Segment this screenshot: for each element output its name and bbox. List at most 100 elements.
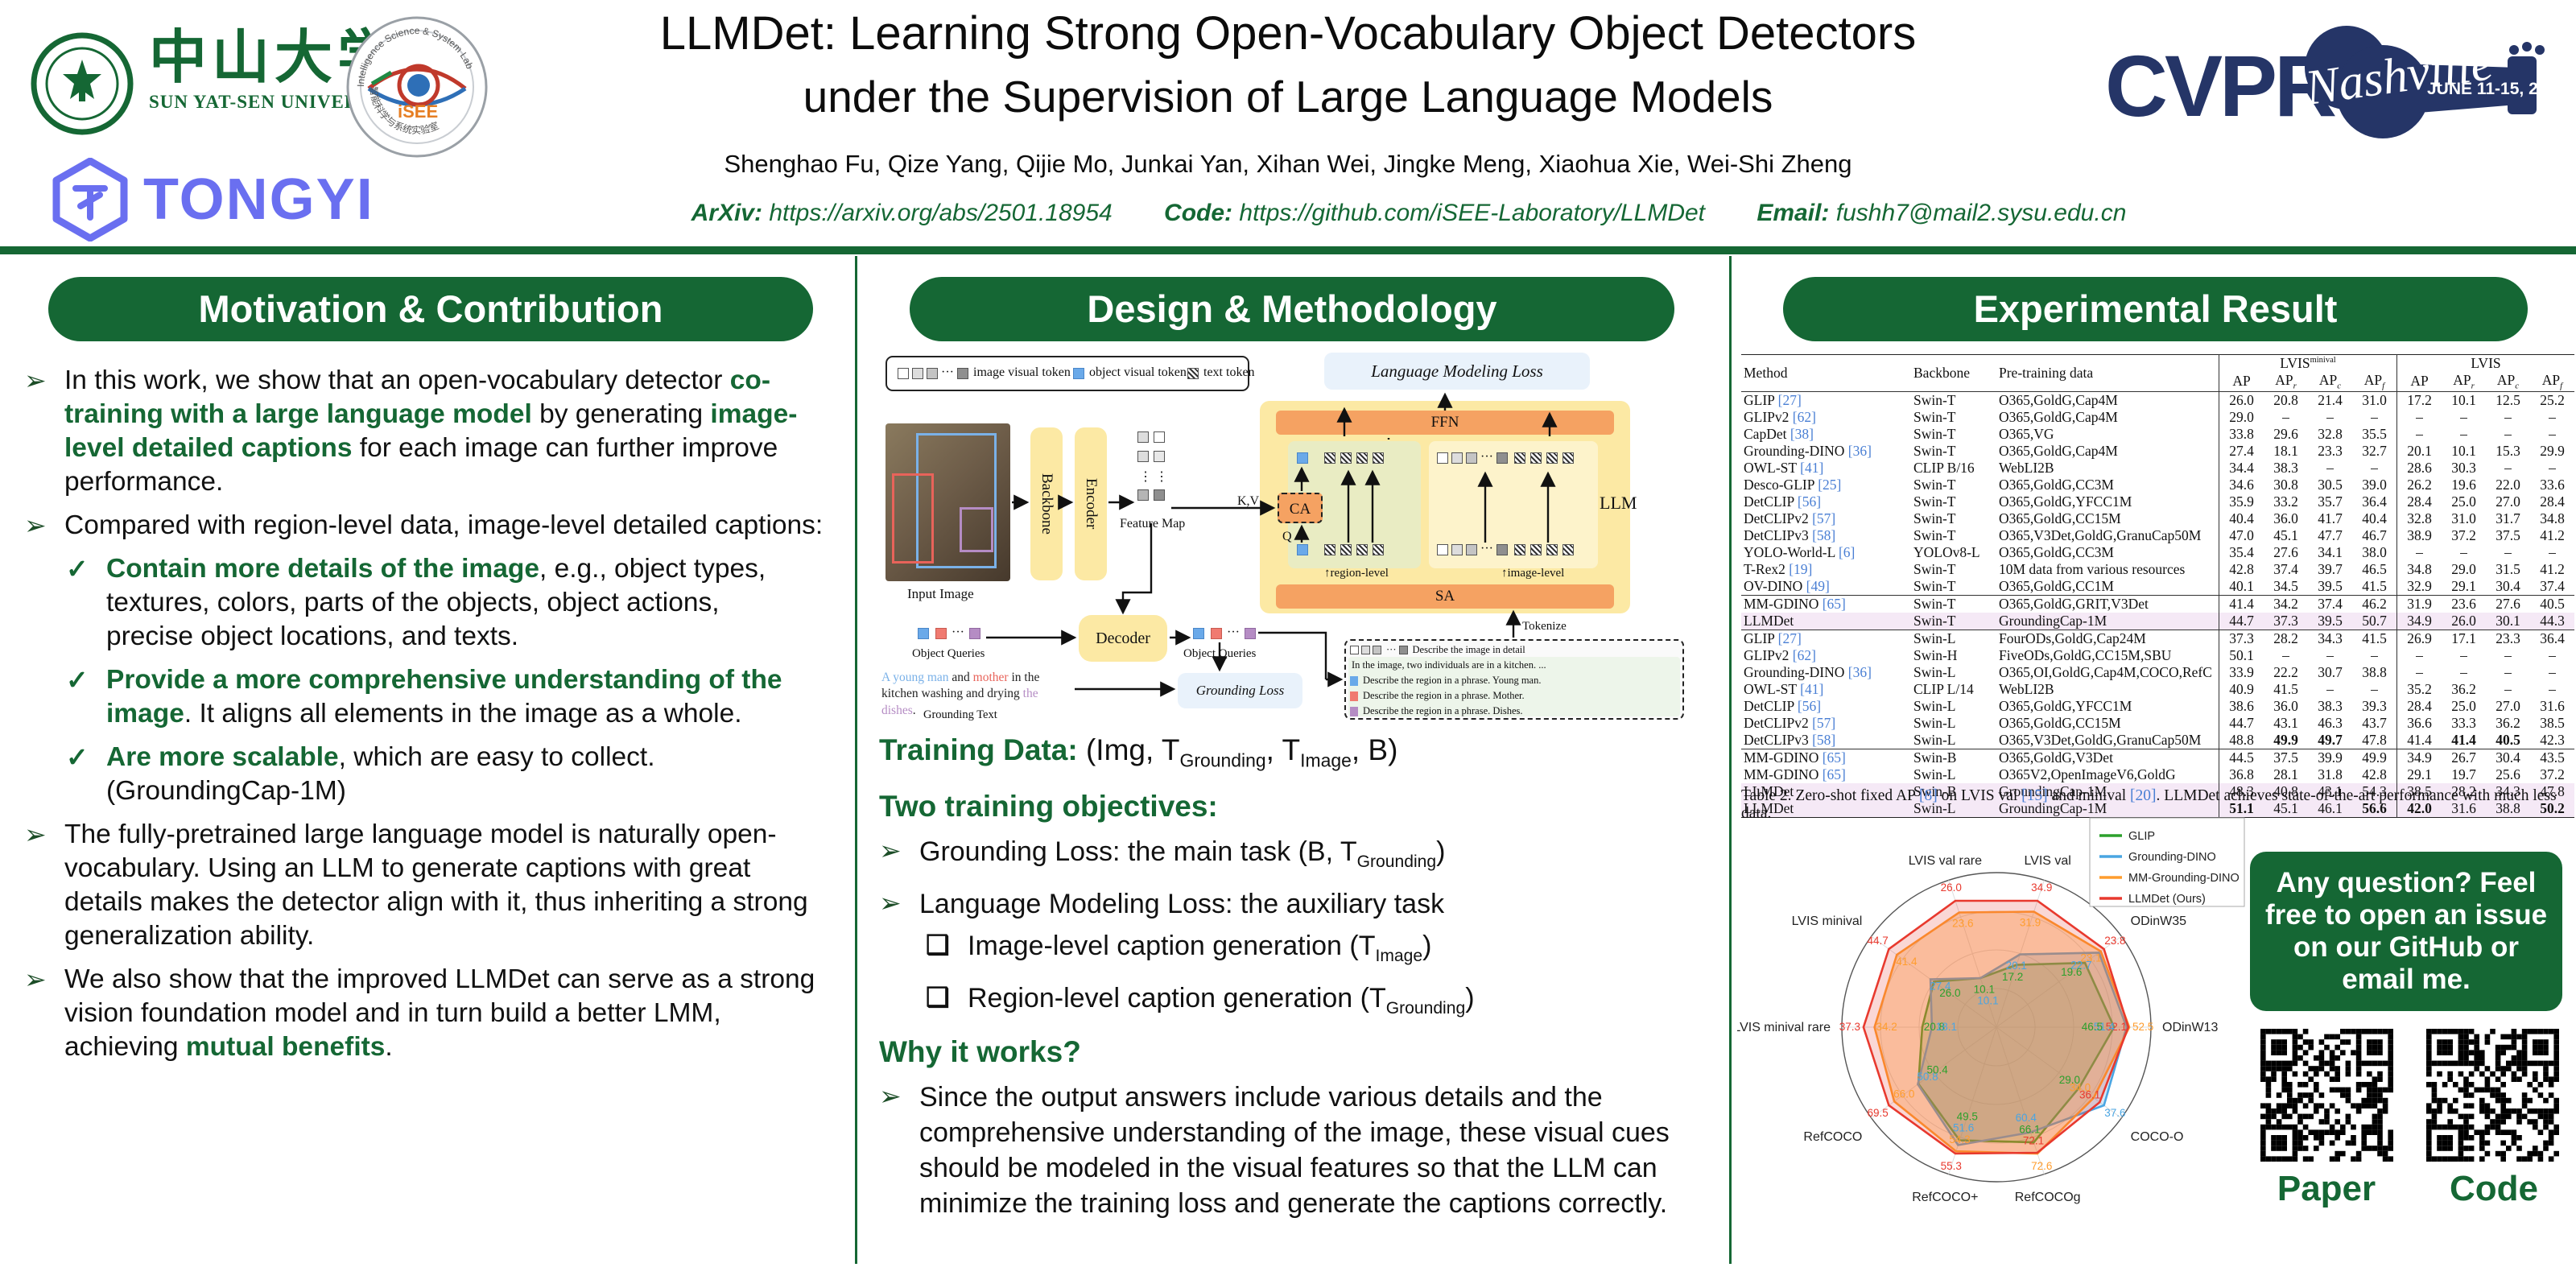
- qr-code-code[interactable]: [2426, 1029, 2559, 1166]
- method-list-item: ➢ Language Modeling Loss: the auxiliary t…: [879, 886, 1716, 922]
- check-bullet-icon: ✓: [66, 742, 89, 772]
- check-bullet-icon: ✓: [66, 554, 89, 584]
- links-line: ArXiv: https://arxiv.org/abs/2501.18954 …: [451, 200, 2367, 227]
- radar-value-label: 23.6: [1952, 918, 1973, 930]
- object-queries-right-label: Object Queries: [1183, 647, 1257, 660]
- radar-axis-label: ODinW13: [2162, 1021, 2218, 1034]
- table-subheader-row: AP APr APc APf AP APr APc APf: [1741, 372, 2574, 392]
- prompt-row: Describe the region in a phrase. Mother.: [1350, 688, 1680, 704]
- method-list-item: ➢ Grounding Loss: the main task (B, TGrou…: [879, 834, 1716, 880]
- language-modeling-loss-box: Language Modeling Loss: [1324, 353, 1590, 390]
- list-item: ✓ Provide a more comprehensive understand…: [24, 663, 837, 731]
- arrow-bullet-icon: ➢: [879, 836, 902, 866]
- qr-paper-label: Paper: [2277, 1169, 2376, 1208]
- radar-legend-label: Grounding-DINO: [2128, 851, 2216, 864]
- email-link[interactable]: Email: fushh7@mail2.sysu.edu.cn: [1757, 200, 2127, 226]
- method-heading: Why it works?: [879, 1034, 1081, 1068]
- code-link[interactable]: Code: https://github.com/iSEE-Laboratory…: [1164, 200, 1706, 226]
- radar-value-label: 41.4: [1896, 956, 1918, 968]
- table-row: DetCLIPv3 [58] Swin-T O365,V3Det,GoldG,Gra…: [1744, 526, 2565, 544]
- method-diagram: ··· image visual token object visual tok…: [873, 351, 1719, 723]
- motivation-list: ➢ In this work, we show that an open-voca…: [24, 364, 837, 1074]
- arxiv-link[interactable]: ArXiv: https://arxiv.org/abs/2501.18954: [691, 200, 1113, 226]
- feature-map-label: Feature Map: [1120, 517, 1186, 530]
- prompt-row: Describe the region in a phrase. Dishes.: [1350, 704, 1680, 719]
- radar-value-label: 46.5: [2082, 1021, 2103, 1033]
- list-item: ➢ The fully-pretrained large language mod…: [24, 818, 837, 953]
- table-row: LLMDet Swin-L GroundingCap-1M 51.1 45.1 46.1 5…: [1741, 799, 2574, 817]
- radar-axis-label: LVIS minival: [1792, 914, 1863, 928]
- table-caption: Table 2. Zero-shot fixed AP [8] on LVIS …: [1741, 787, 2557, 822]
- radar-value-label: 72.6: [2031, 1160, 2052, 1172]
- radar-legend-label: MM-Grounding-DINO: [2128, 872, 2240, 885]
- radar-chart: ODinW13 ODinW35 LVIS val LVIS val rare LVIS …: [1737, 817, 2245, 1204]
- table-row: DetCLIP [56] Swin-T O365,GoldG,YFCC1M 35.9 3…: [1744, 493, 2565, 510]
- legend-object-token-label: object visual token: [1089, 365, 1187, 379]
- radar-axis-label: ODinW35: [2131, 914, 2186, 928]
- radar-value-label: 22.7: [2070, 959, 2091, 971]
- table-row: GLIPv2 [62] Swin-T O365,GoldG,Cap4M 29.0– – –…: [1744, 408, 2556, 426]
- prompt-row: Describe the region in a phrase. Young m…: [1350, 673, 1680, 688]
- input-image: [886, 423, 1010, 581]
- table-row: MM-GDINO [65] Swin-L O365V2,OpenImageV6,Go…: [1744, 766, 2565, 783]
- prompt-row: ··· Describe the image in detail: [1350, 642, 1680, 658]
- method-list-item: ❑ Region-level caption generation (TGroun…: [879, 980, 1716, 1026]
- table-row: Grounding-DINO [36] Swin-L O365,OI,GoldG,C…: [1744, 663, 2556, 681]
- legend-text-token-label: text token: [1203, 365, 1255, 379]
- radar-axis-label: RefCOCO: [1803, 1130, 1862, 1144]
- radar-value-label: 23.8: [2104, 935, 2125, 947]
- square-bullet-icon: ❑: [926, 981, 950, 1012]
- question-box: Any question? Feel free to open an issue…: [2250, 852, 2562, 1011]
- radar-axis-label: RefCOCOg: [2015, 1191, 2081, 1204]
- radar-value-label: 34.2: [1876, 1021, 1897, 1033]
- table-row: CapDet [38] Swin-T O365,VG 33.8 29.6 32.8 35.5…: [1744, 425, 2556, 443]
- table-row: DetCLIPv3 [58] Swin-L O365,V3Det,GoldG,Gra…: [1741, 731, 2574, 749]
- radar-axis-label: LVIS val: [2024, 854, 2070, 868]
- tongyi-logo: TONGYI: [52, 158, 374, 242]
- radar-value-label: 29.0: [2059, 1074, 2080, 1086]
- radar-axis-label: RefCOCO+: [1912, 1191, 1978, 1204]
- radar-legend-label: LLMDet (Ours): [2128, 893, 2206, 906]
- table-row: OWL-ST [41] CLIP L/14 WebLI2B 40.9 41.5– –35.…: [1744, 680, 2556, 698]
- list-item: ➢ Compared with region-level data, image-…: [24, 509, 837, 543]
- radar-value-label: 37.3: [1839, 1021, 1860, 1033]
- method-heading: Two training objectives:: [879, 790, 1218, 824]
- radar-value-label: 10.1: [1977, 995, 1998, 1007]
- method-heading: Training Data: (Img, TGrounding, TImage,…: [879, 733, 1398, 771]
- prompt-rows: ··· Describe the image in detail In the im…: [1350, 642, 1680, 719]
- cvpr-guitar-icon: [2305, 26, 2545, 138]
- poster-title-line1: LLMDet: Learning Strong Open-Vocabulary …: [659, 7, 1917, 60]
- section-header-motivation: Motivation & Contribution: [48, 277, 813, 341]
- radar-value-label: 31.9: [2020, 917, 2041, 929]
- ffn-box: FFN: [1276, 411, 1614, 435]
- table-row: Grounding-DINO [36] Swin-T O365,GoldG,Cap4…: [1744, 442, 2565, 460]
- sysu-logo: [31, 32, 134, 139]
- sysu-seal-icon: [31, 32, 134, 135]
- radar-value-label: 55.3: [1941, 1160, 1962, 1172]
- radar-axis-label: LVIS minival rare: [1737, 1021, 1831, 1034]
- prompt-row: In the image, two individuals are in a k…: [1352, 659, 1546, 671]
- radar-series: [1917, 952, 2128, 1146]
- radar-value-label: 26.0: [1939, 987, 1960, 999]
- isee-name-text: iSEE: [398, 101, 438, 122]
- list-item: ➢ In this work, we show that an open-voca…: [24, 364, 837, 499]
- qr-code-paper[interactable]: [2260, 1029, 2393, 1166]
- table-row: DetCLIPv2 [57] Swin-L O365,GoldG,CC15M 44.7…: [1744, 714, 2565, 732]
- input-image-label: Input Image: [907, 586, 974, 601]
- encoder-box: Encoder: [1075, 427, 1107, 580]
- table-row: GLIP [27] Swin-T O365,GoldG,Cap4M 26.0 20.8 2…: [1744, 391, 2565, 409]
- radar-value-label: 66.0: [1893, 1088, 1914, 1100]
- grounding-text: A young man and mother in the kitchen wa…: [881, 671, 1040, 717]
- table-row: Desco-GLIP [25] Swin-T O365,GoldG,CC3M 34.6…: [1744, 476, 2565, 493]
- list-item: ✓ Contain more details of the image, e.g.…: [24, 552, 837, 654]
- radar-value-label: 49.5: [1957, 1110, 1978, 1122]
- radar-value-label: 54.3: [1949, 1133, 1970, 1146]
- method-text-blocks: Training Data: (Img, TGrounding, TImage,…: [879, 731, 1716, 1228]
- method-list-item: ➢ Since the output answers include variou…: [879, 1080, 1716, 1221]
- tokenize-label: Tokenize: [1522, 620, 1567, 633]
- decoder-box: Decoder: [1079, 615, 1167, 662]
- table-row: T-Rex2 [19] Swin-T 10M data from various r…: [1744, 560, 2565, 578]
- cvpr-dates-text: JUNE 11-15, 2025: [2427, 80, 2556, 98]
- cvpr-text: CVPR: [2105, 37, 2335, 134]
